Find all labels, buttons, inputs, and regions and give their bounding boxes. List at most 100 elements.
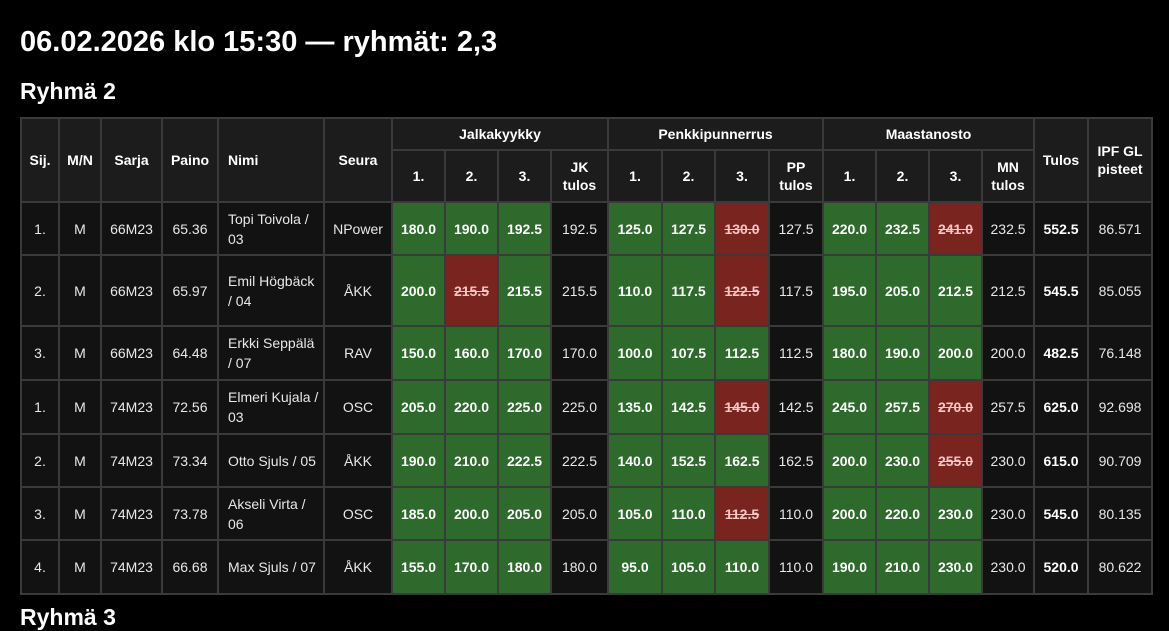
deadlift-attempt-3-failed: 241.0 (928, 201, 984, 256)
total-cell: 615.0 (1033, 433, 1090, 488)
header-bench-att2: 2. (661, 149, 717, 203)
header-deadlift-result: MN tulos (981, 149, 1036, 203)
table-row: 3. M 74M23 73.78 Akseli Virta / 06 OSC 185.0 20… (20, 486, 1154, 541)
header-squat-att2: 2. (444, 149, 499, 203)
sex-cell: M (58, 254, 102, 327)
header-deadlift-att2: 2. (875, 149, 931, 203)
squat-attempt-3-good: 205.0 (497, 486, 552, 541)
squat-attempt-3-good: 170.0 (497, 325, 552, 381)
points-cell: 80.135 (1087, 486, 1154, 541)
deadlift-result-cell: 230.0 (981, 539, 1036, 595)
class-cell: 74M23 (100, 539, 163, 595)
total-cell: 625.0 (1033, 379, 1090, 435)
squat-attempt-3-good: 222.5 (497, 433, 552, 488)
deadlift-attempt-3-failed: 270.0 (928, 379, 984, 435)
deadlift-attempt-1-good: 245.0 (822, 379, 878, 435)
name-cell: Akseli Virta / 06 (217, 486, 325, 541)
header-deadlift-att3: 3. (928, 149, 984, 203)
points-cell: 92.698 (1087, 379, 1154, 435)
page-title: 06.02.2026 klo 15:30 — ryhmät: 2,3 (20, 26, 498, 58)
deadlift-result-cell: 212.5 (981, 254, 1036, 327)
class-cell: 74M23 (100, 486, 163, 541)
rank-cell: 1. (20, 201, 60, 256)
squat-result-cell: 205.0 (549, 486, 610, 541)
bench-attempt-2-good: 105.0 (661, 539, 717, 595)
name-cell: Emil Högbäck / 04 (217, 254, 325, 327)
bench-attempt-3-failed: 122.5 (714, 254, 771, 327)
total-cell: 482.5 (1033, 325, 1090, 381)
squat-attempt-3-good: 215.5 (497, 254, 552, 327)
squat-attempt-2-good: 160.0 (444, 325, 499, 381)
header-total: Tulos (1033, 117, 1090, 203)
weight-cell: 73.78 (161, 486, 219, 541)
rank-cell: 4. (20, 539, 60, 595)
bench-attempt-1-good: 105.0 (607, 486, 664, 541)
bench-attempt-3-good: 162.5 (714, 433, 771, 488)
deadlift-attempt-3-failed: 255.0 (928, 433, 984, 488)
bench-attempt-1-good: 135.0 (607, 379, 664, 435)
bench-attempt-2-good: 107.5 (661, 325, 717, 381)
header-sex: M/N (58, 117, 102, 203)
next-group-title: Ryhmä 3 (20, 604, 116, 630)
bench-attempt-1-good: 95.0 (607, 539, 664, 595)
squat-attempt-3-good: 180.0 (497, 539, 552, 595)
weight-cell: 64.48 (161, 325, 219, 381)
bench-attempt-2-good: 142.5 (661, 379, 717, 435)
name-cell: Otto Sjuls / 05 (217, 433, 325, 488)
sex-cell: M (58, 379, 102, 435)
bench-result-cell: 127.5 (768, 201, 825, 256)
deadlift-attempt-1-good: 195.0 (822, 254, 878, 327)
rank-cell: 2. (20, 433, 60, 488)
club-cell: ÅKK (323, 254, 393, 327)
header-weight: Paino (161, 117, 219, 203)
deadlift-attempt-2-good: 257.5 (875, 379, 931, 435)
points-cell: 80.622 (1087, 539, 1154, 595)
bench-attempt-3-failed: 145.0 (714, 379, 771, 435)
deadlift-attempt-3-good: 212.5 (928, 254, 984, 327)
squat-attempt-1-good: 150.0 (391, 325, 446, 381)
name-cell: Max Sjuls / 07 (217, 539, 325, 595)
squat-attempt-1-good: 180.0 (391, 201, 446, 256)
sex-cell: M (58, 433, 102, 488)
squat-attempt-1-good: 185.0 (391, 486, 446, 541)
bench-result-cell: 112.5 (768, 325, 825, 381)
rank-cell: 3. (20, 325, 60, 381)
weight-cell: 73.34 (161, 433, 219, 488)
table-row: 1. M 66M23 65.36 Topi Toivola / 03 NPower 180.… (20, 201, 1154, 256)
squat-attempt-1-good: 205.0 (391, 379, 446, 435)
bench-attempt-2-good: 152.5 (661, 433, 717, 488)
rank-cell: 2. (20, 254, 60, 327)
total-cell: 545.0 (1033, 486, 1090, 541)
bench-attempt-1-good: 110.0 (607, 254, 664, 327)
squat-attempt-1-good: 155.0 (391, 539, 446, 595)
squat-attempt-3-good: 225.0 (497, 379, 552, 435)
deadlift-attempt-2-good: 220.0 (875, 486, 931, 541)
header-deadlift-att1: 1. (822, 149, 878, 203)
deadlift-attempt-1-good: 180.0 (822, 325, 878, 381)
deadlift-result-cell: 200.0 (981, 325, 1036, 381)
deadlift-attempt-2-good: 205.0 (875, 254, 931, 327)
squat-result-cell: 180.0 (549, 539, 610, 595)
class-cell: 66M23 (100, 201, 163, 256)
name-cell: Topi Toivola / 03 (217, 201, 325, 256)
bench-attempt-3-failed: 130.0 (714, 201, 771, 256)
header-squat: Jalkakyykky (390, 117, 610, 151)
class-cell: 66M23 (100, 254, 163, 327)
squat-attempt-2-good: 170.0 (444, 539, 499, 595)
name-cell: Erkki Seppälä / 07 (217, 325, 325, 381)
deadlift-attempt-3-good: 230.0 (928, 486, 984, 541)
squat-result-cell: 225.0 (549, 379, 610, 435)
bench-result-cell: 142.5 (768, 379, 825, 435)
points-cell: 90.709 (1087, 433, 1154, 488)
squat-result-cell: 222.5 (549, 433, 610, 488)
bench-result-cell: 110.0 (768, 486, 825, 541)
club-cell: OSC (323, 486, 393, 541)
deadlift-result-cell: 232.5 (981, 201, 1036, 256)
club-cell: NPower (323, 201, 393, 256)
header-squat-result: JK tulos (549, 149, 610, 203)
deadlift-attempt-2-good: 190.0 (875, 325, 931, 381)
bench-attempt-1-good: 140.0 (607, 433, 664, 488)
deadlift-attempt-2-good: 210.0 (875, 539, 931, 595)
club-cell: RAV (323, 325, 393, 381)
weight-cell: 66.68 (161, 539, 219, 595)
